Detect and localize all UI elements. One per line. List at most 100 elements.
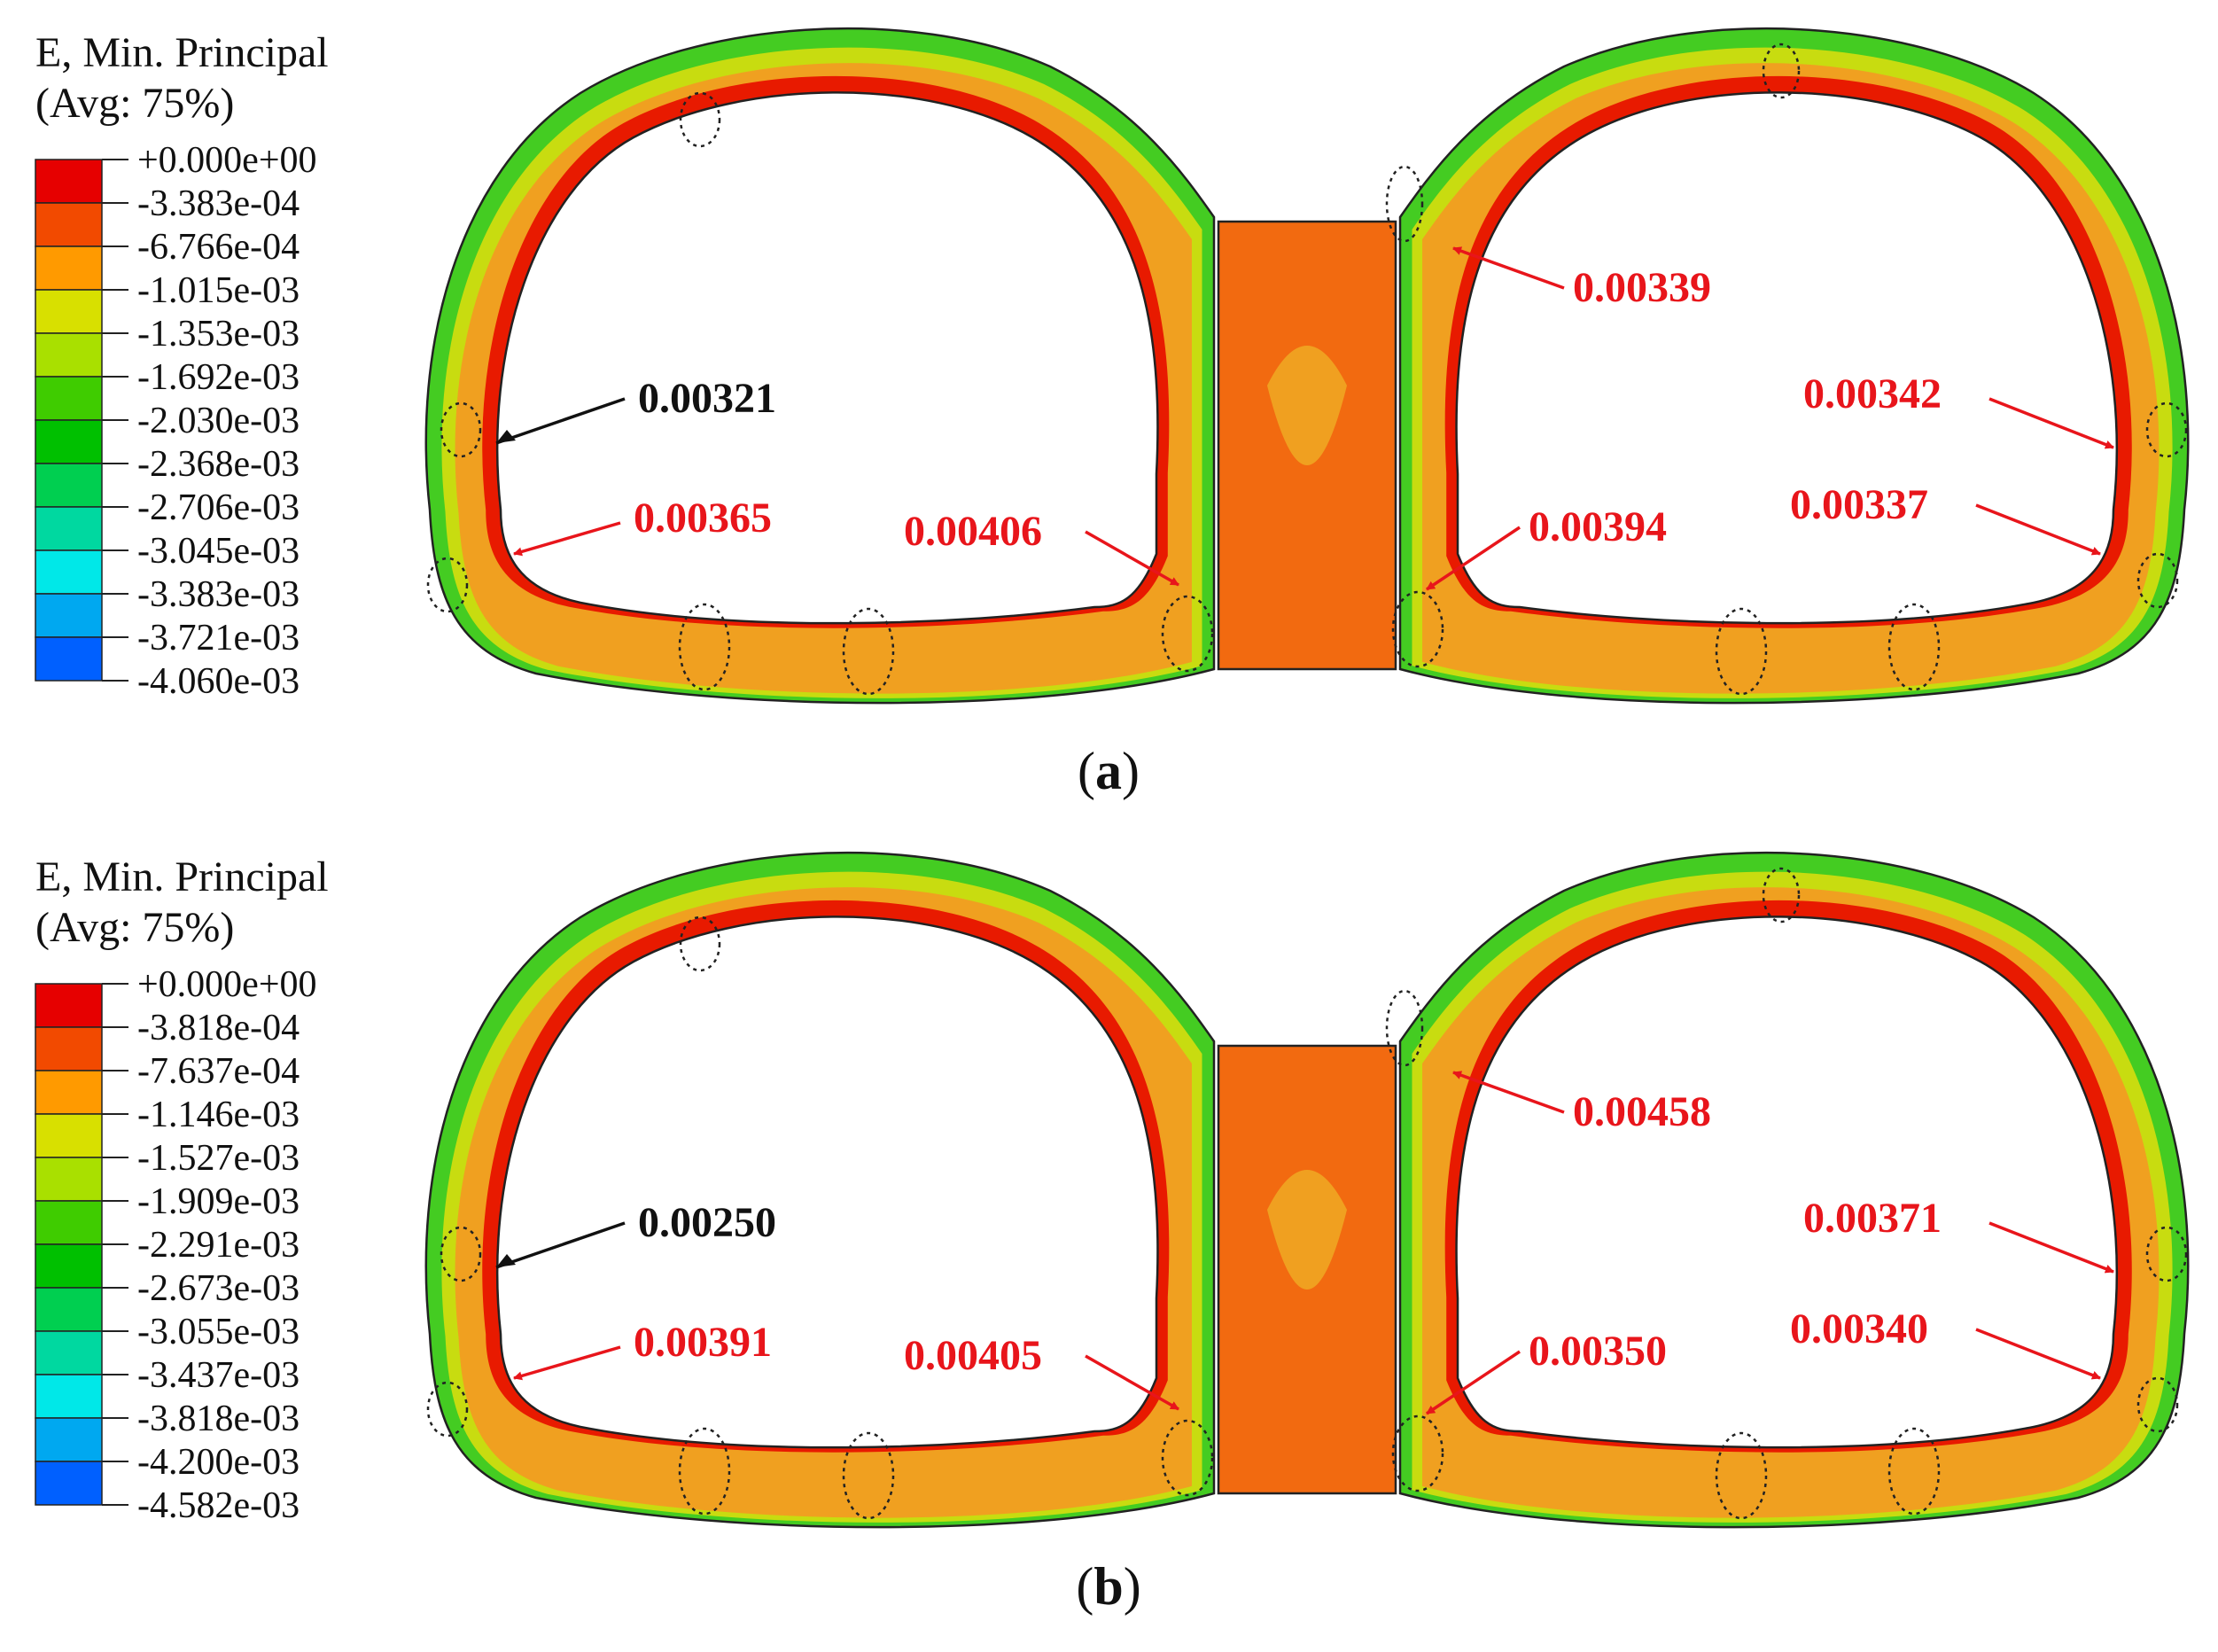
callout-value: 0.00405 <box>904 1332 1042 1379</box>
panel-caption: (a) <box>1078 742 1140 800</box>
crack-marker <box>2136 552 2179 609</box>
callout-arrowhead <box>496 430 516 443</box>
callout-arrow <box>1452 1071 1565 1114</box>
legend-swatch <box>35 1026 103 1071</box>
legend-swatch <box>35 1070 103 1115</box>
legend-tick-label: -4.582e-03 <box>137 1485 300 1526</box>
legend-tick-label: -2.706e-03 <box>137 487 300 528</box>
crack-marker <box>1887 603 1941 691</box>
crack-marker <box>1762 43 1801 99</box>
caption-open-paren: ( <box>1076 1557 1093 1616</box>
crack-marker <box>1161 595 1214 673</box>
callout-value: 0.00340 <box>1790 1305 1928 1352</box>
caption-close-paren: ) <box>1124 1557 1141 1616</box>
legend-swatch <box>35 376 103 421</box>
legend-swatch <box>35 1374 103 1419</box>
callout-arrow <box>1426 526 1521 591</box>
callout-value: 0.00337 <box>1790 481 1928 528</box>
panel-a: E, Min. Principal(Avg: 75%)+0.000e+00-3.… <box>35 27 2190 800</box>
tunnel-cavity <box>495 916 1159 1449</box>
callout-arrow <box>495 397 626 445</box>
legend-swatch <box>35 202 103 247</box>
callout-arrow <box>1426 1350 1521 1415</box>
legend-tick-label: -3.055e-03 <box>137 1312 300 1352</box>
crack-marker <box>440 401 482 458</box>
callout-value: 0.00406 <box>904 508 1042 555</box>
legend-tick-label: +0.000e+00 <box>137 964 317 1005</box>
lining-outline <box>424 27 1216 705</box>
legend-tick-label: -1.909e-03 <box>137 1181 300 1222</box>
panel-caption: (b) <box>1076 1557 1140 1616</box>
legend-title-line1: E, Min. Principal <box>35 29 329 76</box>
legend-swatch <box>35 245 103 291</box>
lining-outline <box>1398 851 2190 1529</box>
legend-tick-label: +0.000e+00 <box>137 140 317 181</box>
legend-tick-label: -2.673e-03 <box>137 1268 300 1309</box>
legend-tick-label: -1.692e-03 <box>137 357 300 398</box>
callout-arrow <box>1988 1221 2114 1274</box>
crack-marker <box>1391 590 1444 668</box>
callout-arrow <box>1975 1328 2101 1380</box>
callout-arrow <box>513 521 621 557</box>
legend-title-line2: (Avg: 75%) <box>35 904 234 951</box>
crack-marker <box>842 1431 895 1520</box>
pillar-contour <box>1267 346 1347 465</box>
crack-marker <box>1161 1419 1214 1497</box>
legend-tick-label: -6.766e-04 <box>137 227 300 268</box>
crack-marker <box>1715 1431 1768 1520</box>
legend-swatch <box>35 289 103 334</box>
crack-marker <box>678 603 731 691</box>
legend-tick-label: -1.527e-03 <box>137 1138 300 1179</box>
legend-swatch <box>35 549 103 595</box>
legend-swatch <box>35 463 103 508</box>
legend-tick-label: -3.383e-04 <box>137 183 300 224</box>
crack-marker <box>1391 1414 1444 1492</box>
callout-arrow <box>1085 530 1179 587</box>
caption-letter: b <box>1093 1557 1123 1616</box>
legend-tick-label: -1.015e-03 <box>137 270 300 311</box>
legend-title-line1: E, Min. Principal <box>35 853 329 900</box>
callout-arrow <box>1085 1354 1179 1411</box>
legend-swatch <box>35 332 103 378</box>
legend-tick-label: -3.721e-03 <box>137 618 300 658</box>
callout-arrow <box>513 1345 621 1381</box>
legend-swatch <box>35 1157 103 1202</box>
tunnel-model <box>424 851 2190 1529</box>
legend-tick-label: -3.045e-03 <box>137 531 300 572</box>
callout-value: 0.00339 <box>1573 264 1711 311</box>
legend-tick-label: -7.637e-04 <box>137 1051 300 1092</box>
callout-value: 0.00458 <box>1573 1088 1711 1135</box>
legend-swatch <box>35 506 103 551</box>
legend-swatch <box>35 636 103 682</box>
callout-arrowhead <box>496 1254 516 1267</box>
callout-value: 0.00250 <box>638 1199 776 1246</box>
crack-marker <box>426 557 469 613</box>
legend-tick-label: -2.291e-03 <box>137 1225 300 1266</box>
legend-swatch <box>35 1287 103 1332</box>
crack-marker <box>1715 607 1768 696</box>
legend-tick-label: -4.060e-03 <box>137 661 300 702</box>
crack-marker <box>1385 989 1424 1067</box>
legend-swatch <box>35 1200 103 1245</box>
legend-swatch <box>35 419 103 464</box>
left-tunnel <box>424 851 1216 1529</box>
left-tunnel <box>424 27 1216 705</box>
pillar-contour <box>1267 1170 1347 1290</box>
right-tunnel <box>1398 851 2190 1529</box>
legend-tick-label: -3.437e-03 <box>137 1355 300 1396</box>
caption-letter: a <box>1095 742 1122 800</box>
tunnel-cavity <box>1455 916 2119 1449</box>
callout-value: 0.00394 <box>1529 503 1667 550</box>
legend-swatch <box>35 1417 103 1462</box>
legend-swatch <box>35 1461 103 1506</box>
legend-tick-label: -1.146e-03 <box>137 1095 300 1135</box>
legend-tick-label: -1.353e-03 <box>137 314 300 355</box>
lining-outline <box>1398 27 2190 705</box>
legend-swatch <box>35 159 103 204</box>
legend-tick-label: -3.818e-03 <box>137 1399 300 1439</box>
crack-marker <box>1762 867 1801 923</box>
crack-marker <box>679 91 721 148</box>
callout-value: 0.00371 <box>1803 1195 1942 1242</box>
callout-arrow <box>1975 503 2101 556</box>
